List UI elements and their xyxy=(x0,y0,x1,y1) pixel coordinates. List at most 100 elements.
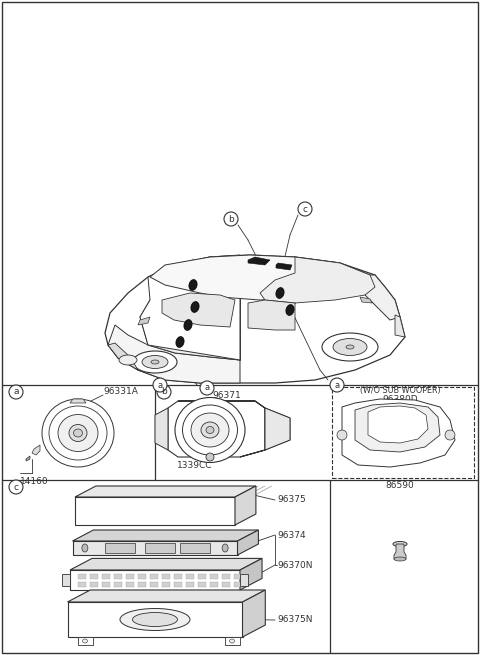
Bar xyxy=(240,574,248,586)
Polygon shape xyxy=(248,300,295,330)
Ellipse shape xyxy=(222,544,228,552)
Polygon shape xyxy=(108,343,138,370)
Circle shape xyxy=(153,378,167,392)
Ellipse shape xyxy=(191,413,229,447)
Bar xyxy=(126,574,134,579)
Bar xyxy=(222,582,230,587)
Circle shape xyxy=(9,480,23,494)
Ellipse shape xyxy=(82,544,88,552)
Polygon shape xyxy=(248,257,270,265)
Ellipse shape xyxy=(189,280,197,290)
Polygon shape xyxy=(72,541,238,555)
Text: a: a xyxy=(204,383,210,392)
Polygon shape xyxy=(70,559,262,570)
Ellipse shape xyxy=(42,399,114,467)
Bar xyxy=(138,582,146,587)
Bar xyxy=(114,582,122,587)
Bar xyxy=(102,582,110,587)
Polygon shape xyxy=(68,590,265,602)
Polygon shape xyxy=(68,602,242,637)
Polygon shape xyxy=(105,255,405,383)
Ellipse shape xyxy=(333,339,367,356)
Bar xyxy=(62,574,70,586)
Bar xyxy=(138,574,146,579)
Polygon shape xyxy=(138,317,150,325)
Polygon shape xyxy=(242,590,265,637)
Ellipse shape xyxy=(206,426,214,434)
Circle shape xyxy=(224,212,238,226)
Ellipse shape xyxy=(120,608,190,631)
Text: 96375N: 96375N xyxy=(277,616,312,624)
Text: c: c xyxy=(13,483,19,491)
Ellipse shape xyxy=(175,398,245,462)
Text: b: b xyxy=(161,388,167,396)
Circle shape xyxy=(200,381,214,395)
Ellipse shape xyxy=(322,333,378,361)
Polygon shape xyxy=(155,408,168,450)
Text: a: a xyxy=(13,388,19,396)
Ellipse shape xyxy=(394,557,406,561)
Text: a: a xyxy=(157,381,163,390)
Bar xyxy=(174,582,182,587)
Bar xyxy=(210,574,218,579)
Circle shape xyxy=(206,453,214,461)
Polygon shape xyxy=(238,530,258,555)
Polygon shape xyxy=(72,530,258,541)
Polygon shape xyxy=(368,406,428,443)
Bar xyxy=(186,582,194,587)
Bar xyxy=(78,582,86,587)
Polygon shape xyxy=(168,401,265,457)
Bar xyxy=(234,574,242,579)
Polygon shape xyxy=(26,456,30,461)
Bar xyxy=(234,582,242,587)
Circle shape xyxy=(330,378,344,392)
Bar xyxy=(145,543,175,553)
Text: 96380D: 96380D xyxy=(382,394,418,403)
Bar xyxy=(78,574,86,579)
Polygon shape xyxy=(70,570,240,590)
Bar xyxy=(102,574,110,579)
Ellipse shape xyxy=(73,429,83,437)
Bar xyxy=(186,574,194,579)
Polygon shape xyxy=(360,297,372,303)
Polygon shape xyxy=(162,293,235,327)
Text: (W/O SUB WOOPER): (W/O SUB WOOPER) xyxy=(360,386,440,396)
Polygon shape xyxy=(178,401,290,457)
Bar xyxy=(105,543,135,553)
Polygon shape xyxy=(395,315,405,337)
Text: 96374: 96374 xyxy=(277,531,306,540)
Bar xyxy=(90,574,98,579)
Circle shape xyxy=(337,430,347,440)
Ellipse shape xyxy=(201,422,219,438)
Bar xyxy=(150,582,158,587)
Bar xyxy=(222,574,230,579)
Polygon shape xyxy=(75,486,256,497)
Bar xyxy=(90,582,98,587)
Circle shape xyxy=(445,430,455,440)
Circle shape xyxy=(9,385,23,399)
Ellipse shape xyxy=(119,355,137,365)
Text: 96371: 96371 xyxy=(213,390,241,400)
Ellipse shape xyxy=(142,356,168,369)
Circle shape xyxy=(298,202,312,216)
Ellipse shape xyxy=(286,305,294,316)
Ellipse shape xyxy=(393,542,407,546)
Polygon shape xyxy=(276,263,292,270)
Bar xyxy=(114,574,122,579)
Bar xyxy=(77,637,93,645)
Bar xyxy=(162,574,170,579)
Bar xyxy=(180,543,210,553)
Polygon shape xyxy=(342,399,455,467)
Bar xyxy=(210,582,218,587)
Bar xyxy=(126,582,134,587)
Text: 96370N: 96370N xyxy=(277,561,312,569)
Text: 96375: 96375 xyxy=(277,495,306,504)
Ellipse shape xyxy=(151,360,159,364)
Polygon shape xyxy=(32,445,40,455)
Text: c: c xyxy=(302,204,308,214)
Ellipse shape xyxy=(133,351,177,373)
Ellipse shape xyxy=(276,288,284,299)
Ellipse shape xyxy=(176,337,184,347)
Bar xyxy=(198,582,206,587)
Polygon shape xyxy=(140,255,240,360)
